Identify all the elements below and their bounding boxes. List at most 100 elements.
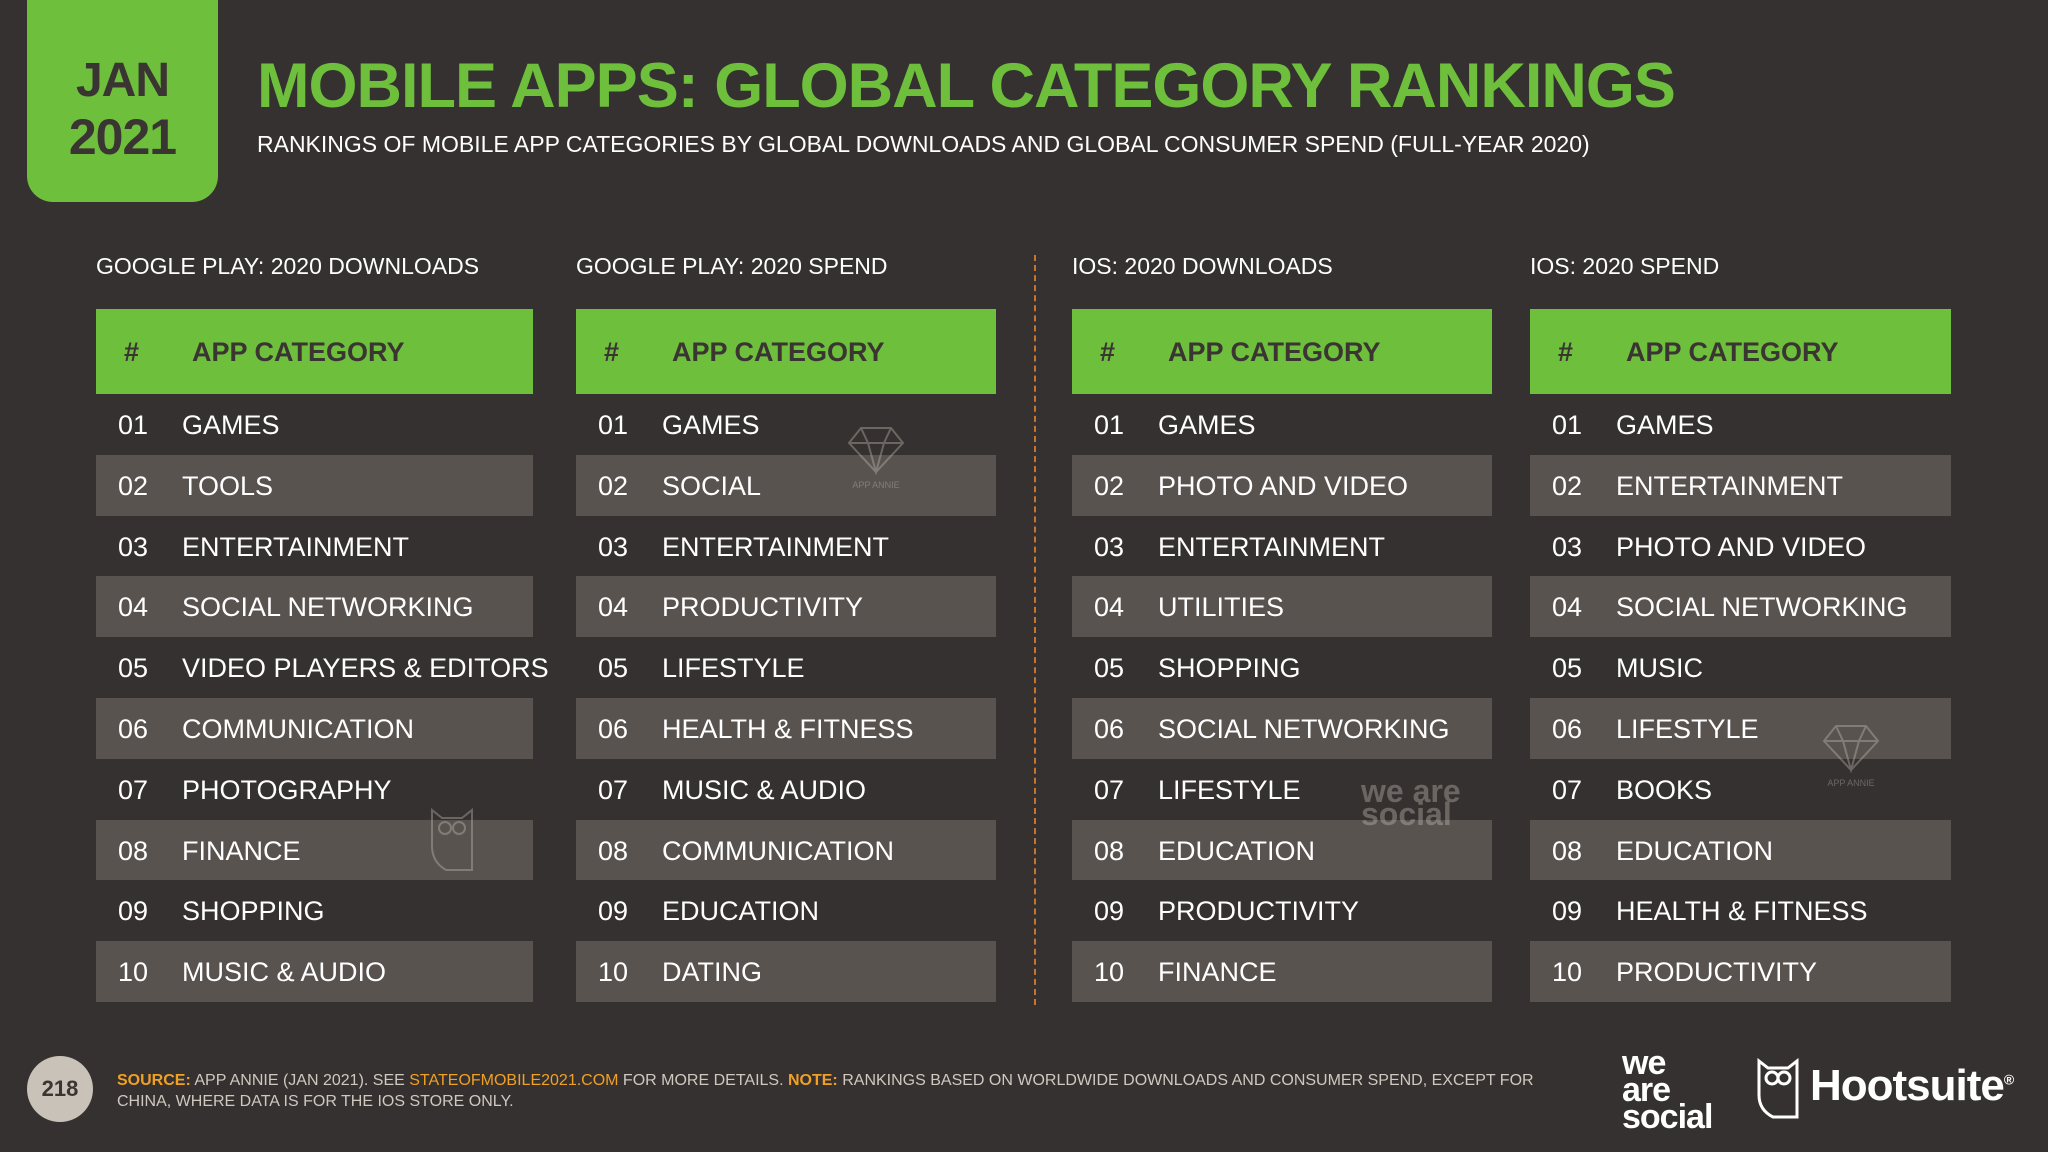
app-category: FINANCE xyxy=(1158,957,1277,988)
app-category: VIDEO PLAYERS & EDITORS xyxy=(182,653,549,684)
app-category: GAMES xyxy=(1158,410,1256,440)
logo-are: are xyxy=(1622,1071,1671,1109)
table-row: 02 TOOLS xyxy=(96,454,533,516)
rank-number: 03 xyxy=(598,531,629,562)
rank-number: 03 xyxy=(118,531,149,562)
table-row: 06 COMMUNICATION xyxy=(96,697,533,759)
table-row: 06 LIFESTYLE xyxy=(1530,697,1951,759)
column-header-category: APP CATEGORY xyxy=(192,337,405,367)
page-subtitle: RANKINGS OF MOBILE APP CATEGORIES BY GLO… xyxy=(257,131,1590,157)
app-category: ENTERTAINMENT xyxy=(1158,531,1386,562)
table-row: 08 FINANCE xyxy=(96,819,533,881)
source-text: APP ANNIE (JAN 2021). SEE xyxy=(190,1072,410,1089)
app-category: EDUCATION xyxy=(1158,835,1316,866)
rank-number: 08 xyxy=(1094,835,1125,866)
source-link[interactable]: STATEOFMOBILE2021.COM xyxy=(409,1072,619,1089)
rank-number: 10 xyxy=(598,957,629,988)
rank-number: 04 xyxy=(118,592,149,623)
table-row: 06 HEALTH & FITNESS xyxy=(576,697,996,759)
table-row: 02 SOCIAL xyxy=(576,454,996,516)
table-row: 07 PHOTOGRAPHY xyxy=(96,759,533,820)
rank-number: 05 xyxy=(1094,653,1125,684)
app-category: SOCIAL NETWORKING xyxy=(1616,592,1908,623)
rank-number: 02 xyxy=(118,470,149,501)
table-row: 01 GAMES xyxy=(1072,394,1492,455)
app-category: GAMES xyxy=(662,410,760,440)
rank-number: 04 xyxy=(1094,592,1125,623)
app-category: SOCIAL xyxy=(662,470,762,501)
app-category: PHOTO AND VIDEO xyxy=(1616,531,1867,562)
app-category: GAMES xyxy=(182,410,280,440)
ranking-table-google-play-downloads: # APP CATEGORY 01 GAMES 02 TOOLS 03 ENTERTAINME… xyxy=(96,309,549,1002)
app-category: GAMES xyxy=(1616,410,1714,440)
table-row: 05 SHOPPING xyxy=(1072,637,1492,698)
app-category: COMMUNICATION xyxy=(662,835,894,866)
rank-number: 07 xyxy=(598,774,629,805)
table-row: 08 EDUCATION xyxy=(1072,819,1492,881)
footer-source-note: SOURCE: APP ANNIE (JAN 2021). SEE STATEO… xyxy=(117,1070,1587,1112)
app-category: MUSIC & AUDIO xyxy=(182,957,387,988)
table-row: 10 DATING xyxy=(576,941,996,1002)
date-year: 2021 xyxy=(68,109,177,165)
table-row: 07 LIFESTYLE xyxy=(1072,759,1492,820)
app-category: HEALTH & FITNESS xyxy=(1616,896,1868,927)
app-category: EDUCATION xyxy=(662,896,820,927)
rank-number: 10 xyxy=(1094,957,1125,988)
rank-number: 10 xyxy=(1552,957,1583,988)
app-category: FINANCE xyxy=(182,835,301,866)
table-row: 04 SOCIAL NETWORKING xyxy=(96,576,533,638)
registered-mark: ® xyxy=(2003,1071,2014,1088)
table-row: 08 COMMUNICATION xyxy=(576,819,996,881)
table-heading-google-play-spend: GOOGLE PLAY: 2020 SPEND xyxy=(576,253,888,279)
note-text: RANKINGS BASED ON WORLDWIDE DOWNLOADS AN… xyxy=(117,1072,1534,1110)
table-row: 06 SOCIAL NETWORKING xyxy=(1072,697,1492,759)
table-row: 04 SOCIAL NETWORKING xyxy=(1530,576,1951,638)
logo-social: social xyxy=(1622,1098,1713,1136)
column-header-category: APP CATEGORY xyxy=(1168,337,1381,367)
page-number: 218 xyxy=(27,1056,93,1122)
app-category: PRODUCTIVITY xyxy=(1158,896,1360,927)
logo-we: we xyxy=(1622,1044,1666,1082)
table-row: 07 MUSIC & AUDIO xyxy=(576,759,996,820)
store-divider xyxy=(1034,255,1036,1005)
rank-number: 01 xyxy=(1552,410,1583,440)
table-row: 03 ENTERTAINMENT xyxy=(1072,516,1492,577)
app-category: PHOTOGRAPHY xyxy=(182,774,392,805)
table-row: 10 FINANCE xyxy=(1072,941,1492,1002)
hootsuite-wordmark: Hootsuite xyxy=(1810,1061,2005,1110)
app-annie-watermark: APP ANNIE xyxy=(846,425,906,490)
table-row: 04 UTILITIES xyxy=(1072,576,1492,638)
app-category: HEALTH & FITNESS xyxy=(662,713,914,744)
rank-number: 05 xyxy=(1552,653,1583,684)
ranking-table-ios-spend: # APP CATEGORY 01 GAMES 02 ENTERTAINMENT 03 PHO… xyxy=(1530,309,1951,1002)
table-heading-ios-spend: IOS: 2020 SPEND xyxy=(1530,253,1720,279)
app-category: EDUCATION xyxy=(1616,835,1774,866)
rank-number: 07 xyxy=(1094,774,1125,805)
column-header-rank: # xyxy=(1100,337,1116,367)
rank-number: 07 xyxy=(118,774,149,805)
rank-number: 05 xyxy=(598,653,629,684)
rank-number: 01 xyxy=(1094,410,1125,440)
table-row: 01 GAMES xyxy=(1530,394,1951,455)
table-heading-ios-downloads: IOS: 2020 DOWNLOADS xyxy=(1072,253,1333,279)
rank-number: 04 xyxy=(1552,592,1583,623)
app-category: MUSIC xyxy=(1616,653,1703,684)
rank-number: 02 xyxy=(598,470,629,501)
table-header: # APP CATEGORY xyxy=(1072,309,1492,394)
app-category: MUSIC & AUDIO xyxy=(662,774,867,805)
rank-number: 01 xyxy=(118,410,149,440)
page-title: MOBILE APPS: GLOBAL CATEGORY RANKINGS xyxy=(257,51,1676,121)
app-category: PRODUCTIVITY xyxy=(662,592,864,623)
table-row: 09 EDUCATION xyxy=(576,880,996,941)
app-category: LIFESTYLE xyxy=(1158,774,1301,805)
we-are-social-watermark: we are social xyxy=(1361,773,1461,832)
column-header-category: APP CATEGORY xyxy=(672,337,885,367)
app-category: UTILITIES xyxy=(1158,592,1285,623)
rank-number: 09 xyxy=(1552,896,1583,927)
rank-number: 10 xyxy=(118,957,149,988)
rank-number: 06 xyxy=(598,713,629,744)
table-row: 03 ENTERTAINMENT xyxy=(576,516,996,577)
we-are-social-logo: we are social xyxy=(1622,1044,1713,1136)
table-row: 09 HEALTH & FITNESS xyxy=(1530,880,1951,941)
app-category: PRODUCTIVITY xyxy=(1616,957,1818,988)
